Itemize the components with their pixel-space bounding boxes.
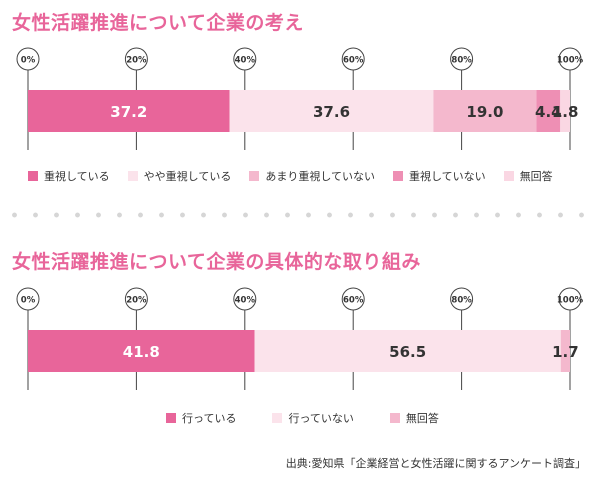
tick-label: 80% <box>451 56 472 66</box>
tick-label: 40% <box>235 296 256 306</box>
tick-marker <box>124 47 148 71</box>
tick-label: 60% <box>343 296 364 306</box>
legend-label: あまり重視していない <box>265 170 376 183</box>
legend-swatch <box>127 171 138 181</box>
legend-item: 無回答 <box>503 168 553 184</box>
legend-swatch <box>272 413 283 423</box>
bar-segment <box>254 330 561 372</box>
tick-marker <box>558 47 582 71</box>
legend-label: 無回答 <box>519 170 553 183</box>
tick-marker <box>558 287 582 311</box>
legend-swatch <box>28 171 38 181</box>
data-label: 56.5 <box>389 343 426 361</box>
data-label: 41.8 <box>123 343 160 361</box>
data-label: 1.8 <box>552 103 579 121</box>
tick-label: 20% <box>126 296 147 306</box>
legend-label: 行っている <box>182 412 237 425</box>
legend-swatch <box>166 413 176 423</box>
chart2-legend: 行っている 行っていない 無回答 <box>166 410 475 426</box>
legend-label: やや重視している <box>143 170 232 183</box>
bar-segment <box>229 90 434 132</box>
tick-label: 0% <box>21 296 36 306</box>
data-label: 1.7 <box>552 343 579 361</box>
bar-segment <box>560 90 570 132</box>
legend-swatch <box>389 413 400 423</box>
tick-label: 20% <box>126 56 147 66</box>
tick-label: 100% <box>557 296 584 306</box>
tick-marker <box>341 47 365 71</box>
legend-swatch <box>503 171 514 181</box>
tick-label: 80% <box>451 296 472 306</box>
legend-label: 行っていない <box>288 412 354 425</box>
chart1-legend: 重視している やや重視している あまり重視していない 重視していない 無回答 <box>28 168 571 184</box>
bar-segment <box>536 90 561 132</box>
legend-item: 重視している <box>28 168 110 184</box>
bar-segment <box>560 330 570 372</box>
tick-marker <box>341 287 365 311</box>
legend-item: 行っていない <box>272 410 354 426</box>
legend-item: 行っている <box>166 410 236 426</box>
bar-segment <box>28 90 230 132</box>
dotted-divider <box>0 212 600 218</box>
tick-marker <box>450 287 474 311</box>
data-label: 19.0 <box>466 103 503 121</box>
bar-segment <box>433 90 537 132</box>
legend-item: 重視していない <box>393 168 486 184</box>
chart1-svg: 0% 20% 40% 60% 80% 100% 37.2 37.6 19.0 4.41.8 <box>16 47 584 150</box>
bar-segment <box>28 330 255 372</box>
chart2-svg: 0% 20% 40% 60% 80% 100% 41.8 56.5 1.7 <box>16 287 584 390</box>
tick-label: 60% <box>343 56 364 66</box>
tick-label: 40% <box>235 56 256 66</box>
legend-swatch <box>249 171 260 181</box>
tick-marker <box>233 287 257 311</box>
legend-item: やや重視している <box>127 168 232 184</box>
data-label: 4.4 <box>535 103 562 121</box>
chart2-title: 女性活躍推進について企業の具体的な取り組み <box>12 251 421 273</box>
chart1-title: 女性活躍推進について企業の考え <box>12 12 304 34</box>
tick-marker <box>450 47 474 71</box>
legend-item: あまり重視していない <box>249 168 375 184</box>
legend-item: 無回答 <box>389 410 439 426</box>
tick-marker <box>16 287 40 311</box>
data-label: 37.6 <box>313 103 350 121</box>
tick-label: 100% <box>557 56 584 66</box>
tick-marker <box>124 287 148 311</box>
legend-label: 無回答 <box>405 412 439 425</box>
tick-marker <box>233 47 257 71</box>
source-note: 出典:愛知県「企業経営と女性活躍に関するアンケート調査」 <box>285 457 586 470</box>
legend-label: 重視していない <box>409 170 486 183</box>
tick-marker <box>16 47 40 71</box>
legend-swatch <box>393 171 404 181</box>
legend-label: 重視している <box>44 170 110 183</box>
data-label: 37.2 <box>110 103 147 121</box>
tick-label: 0% <box>21 56 36 66</box>
